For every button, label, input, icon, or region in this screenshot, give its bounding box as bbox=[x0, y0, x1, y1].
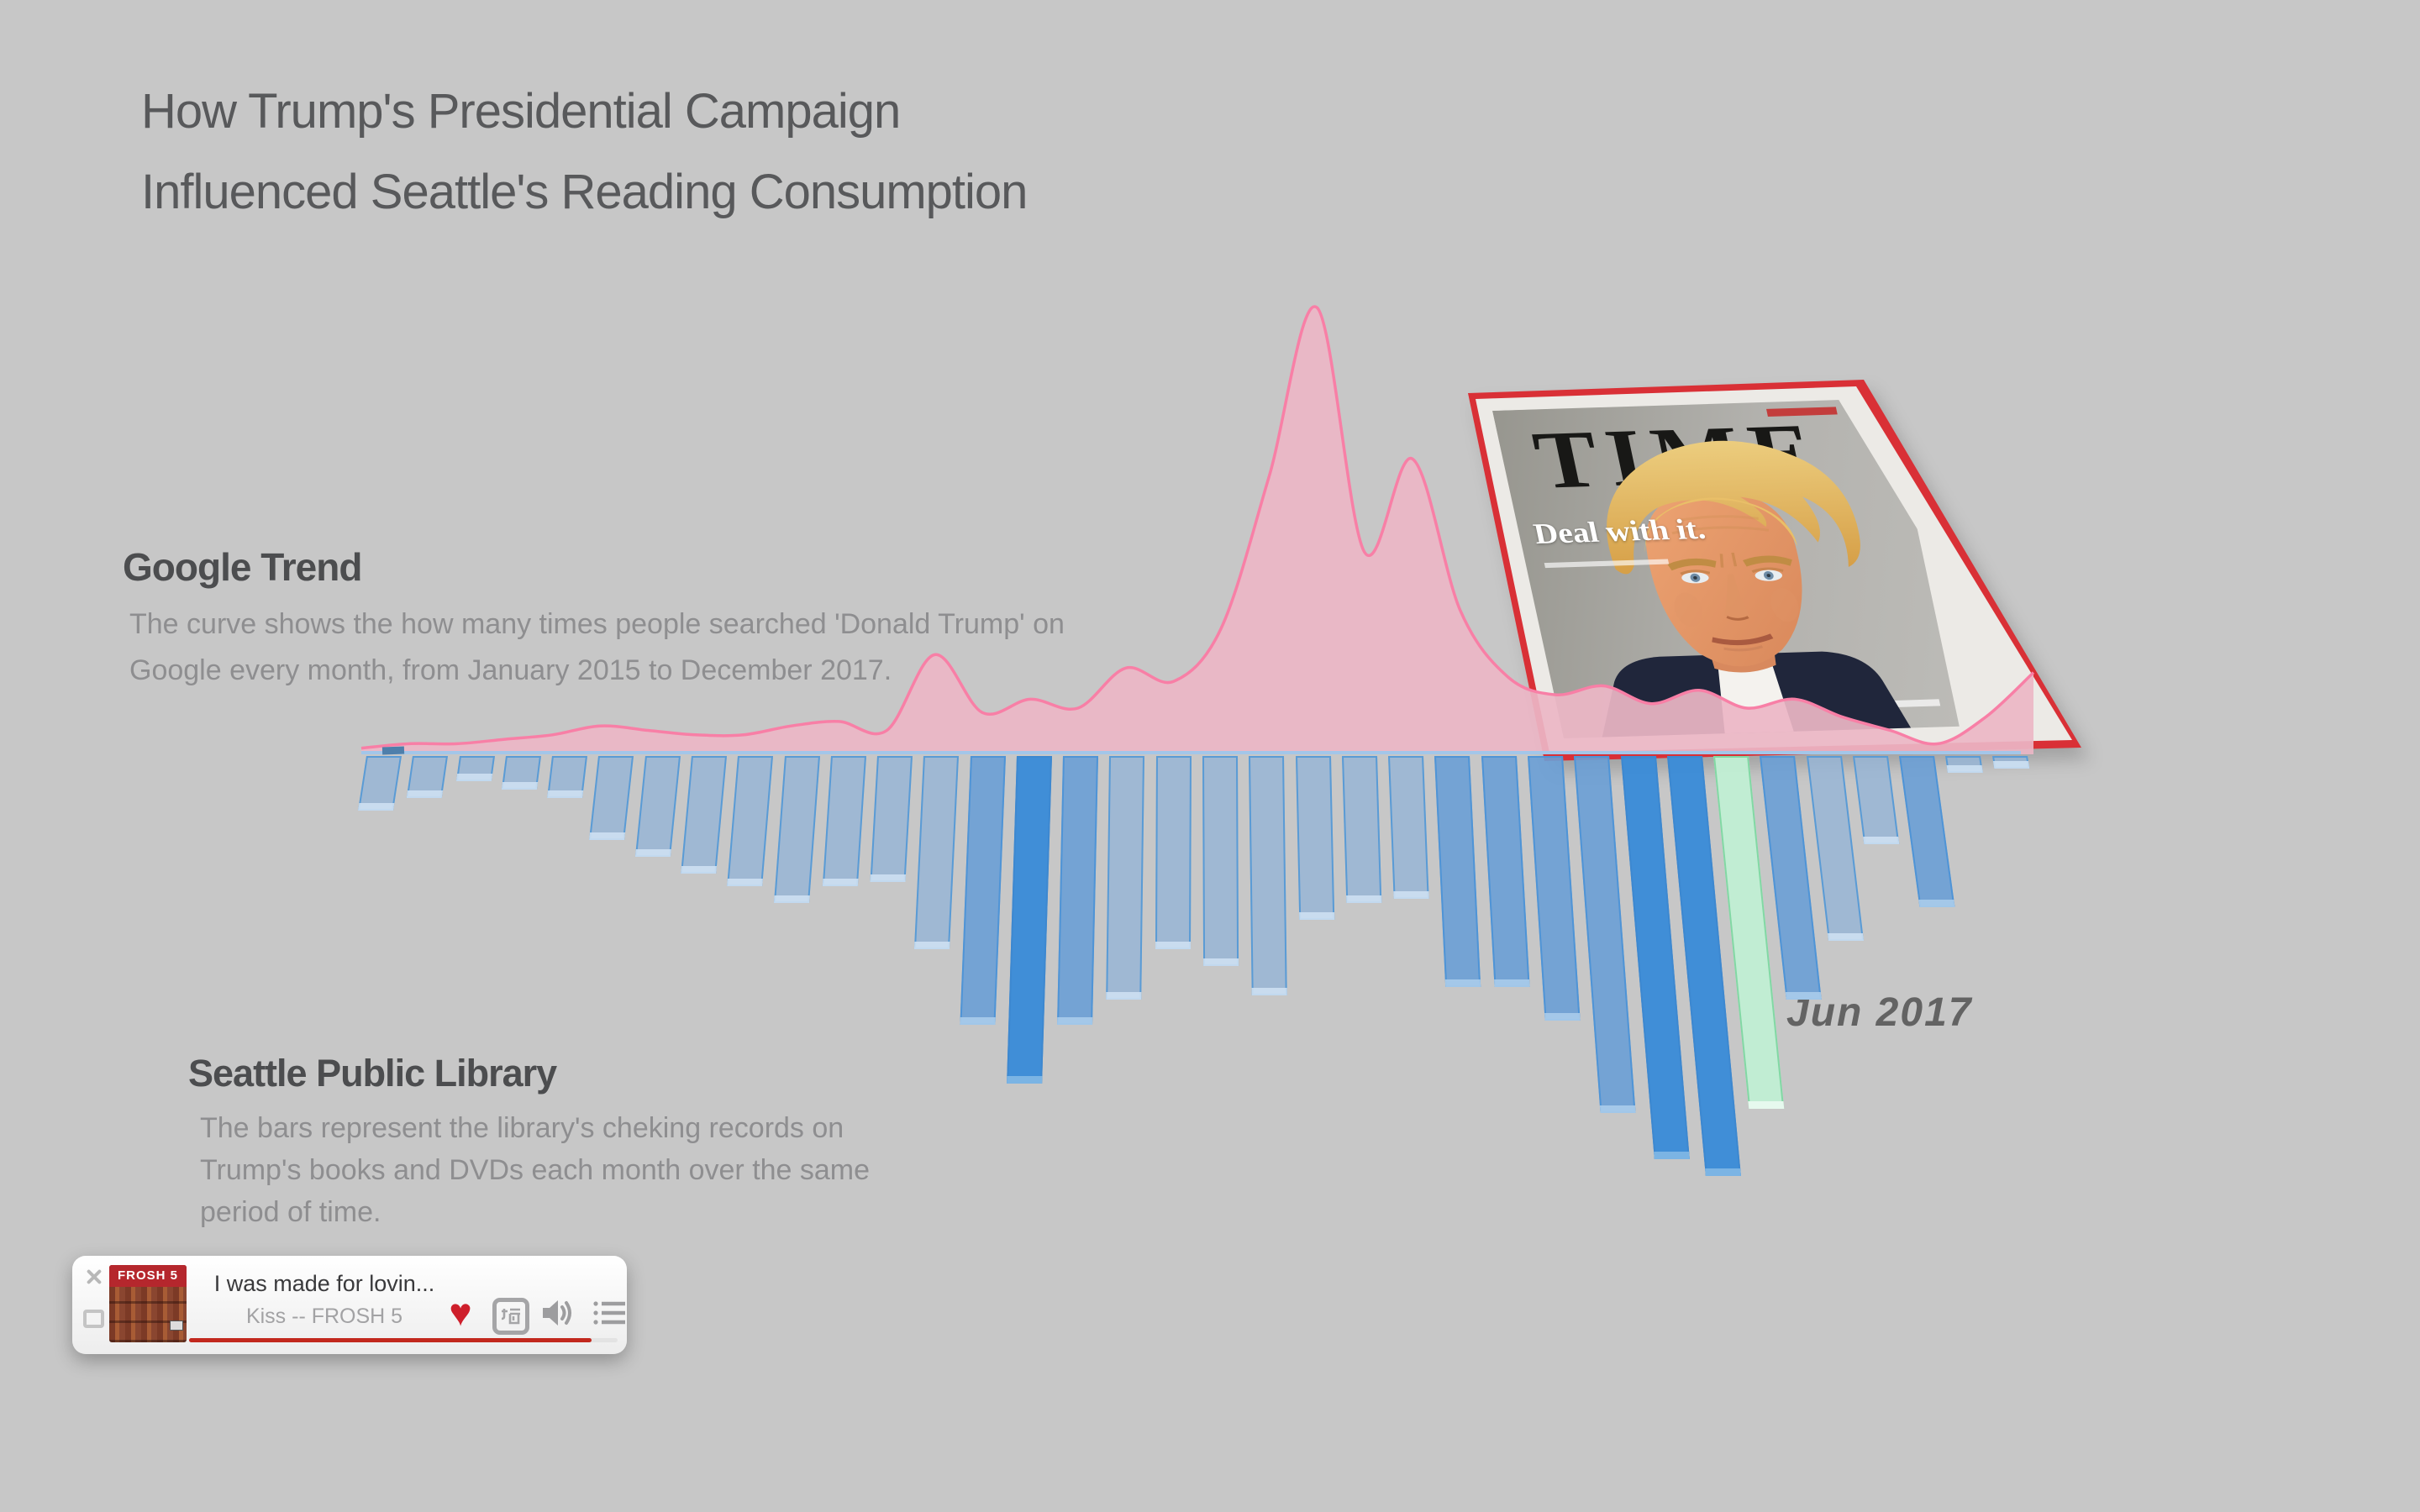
bar-month bbox=[1760, 756, 1823, 1000]
miniplayer-icon[interactable] bbox=[83, 1310, 104, 1328]
bar-month bbox=[681, 756, 727, 874]
bar-month bbox=[1106, 756, 1145, 1000]
bar-3d-cap bbox=[357, 803, 395, 811]
bar-3d-cap bbox=[407, 790, 444, 798]
bar-highlighted-month bbox=[1713, 756, 1785, 1109]
parental-advisory-tag bbox=[170, 1320, 183, 1331]
bar-3d-cap bbox=[914, 942, 950, 949]
bar-month bbox=[1434, 756, 1481, 987]
bar-3d-cap bbox=[822, 879, 859, 886]
bar-month bbox=[1341, 756, 1382, 903]
bar-3d-cap bbox=[455, 774, 492, 781]
lyrics-glyph-strokes bbox=[501, 1308, 520, 1325]
bar-3d-cap bbox=[501, 782, 538, 790]
library-heading: Seattle Public Library bbox=[188, 1052, 557, 1095]
baseline-start-dash bbox=[381, 746, 405, 755]
bar-3d-cap bbox=[1345, 895, 1382, 903]
bar-month bbox=[1574, 756, 1636, 1113]
lyrics-icon[interactable] bbox=[492, 1298, 529, 1335]
bar-3d-cap bbox=[1827, 933, 1864, 941]
bar-3d-cap bbox=[1600, 1105, 1636, 1113]
bar-3d-cap bbox=[589, 832, 626, 840]
bar-3d-cap bbox=[1155, 942, 1191, 949]
bar-month bbox=[1666, 756, 1741, 1176]
bar-month bbox=[1057, 756, 1099, 1025]
cover-headline: Deal with it. bbox=[1530, 513, 1708, 551]
bar-3d-cap bbox=[1445, 979, 1481, 987]
bar-3d-cap bbox=[1298, 912, 1334, 920]
bar-3d-cap bbox=[727, 879, 764, 886]
progress-fill bbox=[189, 1338, 592, 1342]
album-art: FROSH 5 bbox=[109, 1265, 187, 1342]
library-description: The bars represent the library's cheking… bbox=[200, 1112, 871, 1228]
bar-month bbox=[407, 756, 449, 798]
bar-month bbox=[589, 756, 634, 840]
bar-month bbox=[870, 756, 913, 882]
track-info: I was made for lovin... Kiss -- FROSH 5 bbox=[198, 1271, 450, 1329]
bar-month bbox=[1899, 756, 1955, 907]
bar-3d-cap bbox=[960, 1017, 996, 1025]
bar-3d-cap bbox=[1493, 979, 1530, 987]
bar-month bbox=[1481, 756, 1530, 987]
heart-icon[interactable]: ♥ bbox=[449, 1290, 472, 1334]
bar-3d-cap bbox=[1006, 1076, 1043, 1084]
bar-3d-cap bbox=[1544, 1013, 1581, 1021]
page-title: How Trump's Presidential Campaign Influe… bbox=[141, 71, 1028, 233]
bar-3d-cap bbox=[1704, 1168, 1741, 1176]
bar-3d-cap bbox=[1251, 988, 1287, 995]
page-title-line2: Influenced Seattle's Reading Consumption bbox=[141, 165, 1028, 219]
page-title-line1: How Trump's Presidential Campaign bbox=[141, 84, 901, 139]
bar-3d-cap bbox=[1057, 1017, 1093, 1025]
library-section: Seattle Public Library The bars represen… bbox=[188, 1052, 944, 1233]
bar-month bbox=[1388, 756, 1429, 899]
bar-3d-cap bbox=[1918, 900, 1955, 907]
song-title: I was made for lovin... bbox=[213, 1271, 435, 1296]
bar-month bbox=[1202, 756, 1239, 966]
bar-month bbox=[455, 756, 495, 781]
google-trend-description: The curve shows the how many times peopl… bbox=[129, 608, 1065, 686]
bar-3d-cap bbox=[547, 790, 584, 798]
chart-baseline bbox=[361, 751, 2021, 754]
album-title-label: FROSH 5 bbox=[109, 1265, 187, 1287]
time-magazine-cover: TIME bbox=[1462, 374, 2092, 769]
bar-month bbox=[1155, 756, 1192, 949]
bar-month bbox=[914, 756, 960, 949]
bar-month bbox=[357, 756, 402, 811]
bar-month bbox=[547, 756, 588, 798]
bar-month bbox=[960, 756, 1006, 1025]
artist-album-label: Kiss -- FROSH 5 bbox=[245, 1305, 403, 1328]
bar-3d-cap bbox=[1653, 1152, 1690, 1159]
playlist-icon[interactable] bbox=[593, 1299, 630, 1333]
bar-month bbox=[1806, 756, 1864, 941]
bar-month bbox=[1527, 756, 1581, 1021]
bar-3d-cap bbox=[1863, 837, 1900, 844]
bar-3d-cap bbox=[870, 874, 907, 882]
bar-3d-cap bbox=[773, 895, 810, 903]
bar-month bbox=[1620, 756, 1690, 1159]
progress-bar[interactable] bbox=[189, 1338, 618, 1342]
bar-month bbox=[1295, 756, 1334, 920]
google-trend-heading: Google Trend bbox=[123, 545, 362, 589]
bar-month bbox=[634, 756, 681, 857]
close-icon[interactable] bbox=[84, 1268, 103, 1286]
volume-icon[interactable] bbox=[541, 1298, 578, 1331]
bar-3d-cap bbox=[681, 866, 717, 874]
bar-month bbox=[501, 756, 541, 790]
current-month-label: Jun 2017 bbox=[1786, 990, 1973, 1035]
bar-3d-cap bbox=[634, 849, 671, 857]
bar-3d-cap bbox=[1106, 992, 1142, 1000]
bar-month bbox=[773, 756, 820, 903]
bar-month bbox=[1249, 756, 1287, 995]
google-trend-section: Google Trend The curve shows the how man… bbox=[123, 544, 1123, 694]
bar-month bbox=[727, 756, 774, 886]
bar-month bbox=[1852, 756, 1900, 844]
bar-3d-cap bbox=[1393, 891, 1429, 899]
bar-month bbox=[1006, 756, 1052, 1084]
music-mini-player: FROSH 5 I was made for lovin... Kiss -- … bbox=[72, 1256, 627, 1354]
bar-3d-cap bbox=[1203, 958, 1239, 966]
bar-month bbox=[822, 756, 866, 886]
bar-3d-cap bbox=[1748, 1101, 1785, 1109]
